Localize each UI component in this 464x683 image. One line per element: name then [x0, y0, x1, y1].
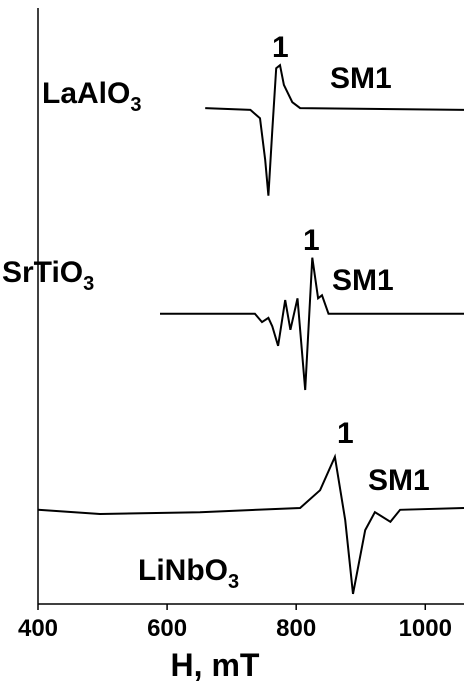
annotation: SM1: [368, 464, 430, 497]
series-line: [37, 453, 464, 595]
x-tick-label: 400: [18, 615, 58, 642]
series-label: LaAlO3: [42, 77, 141, 116]
annotation: SM1: [330, 62, 392, 95]
x-axis-label: H, mT: [171, 647, 260, 683]
annotation: 1: [337, 417, 354, 450]
x-tick-label: 1000: [399, 615, 452, 642]
annotation: SM1: [332, 264, 394, 297]
series-label: LiNbO3: [138, 554, 239, 593]
x-tick-label: 800: [276, 615, 316, 642]
x-tick-label: 600: [147, 615, 187, 642]
series-label: SrTiO3: [2, 256, 94, 295]
annotation: 1: [272, 31, 289, 64]
series-line: [160, 257, 464, 391]
annotation: 1: [303, 224, 320, 257]
series-line: [205, 63, 464, 196]
